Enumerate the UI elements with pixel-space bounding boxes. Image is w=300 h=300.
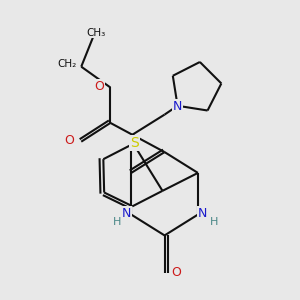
- Text: N: N: [122, 207, 131, 220]
- Text: O: O: [64, 134, 74, 147]
- Text: CH₂: CH₂: [57, 59, 76, 69]
- Text: N: N: [198, 207, 208, 220]
- Text: O: O: [94, 80, 104, 93]
- Text: N: N: [173, 100, 182, 113]
- Text: H: H: [112, 217, 121, 227]
- Text: H: H: [210, 217, 218, 227]
- Text: S: S: [130, 136, 139, 150]
- Text: CH₃: CH₃: [86, 28, 106, 38]
- Text: O: O: [171, 266, 181, 279]
